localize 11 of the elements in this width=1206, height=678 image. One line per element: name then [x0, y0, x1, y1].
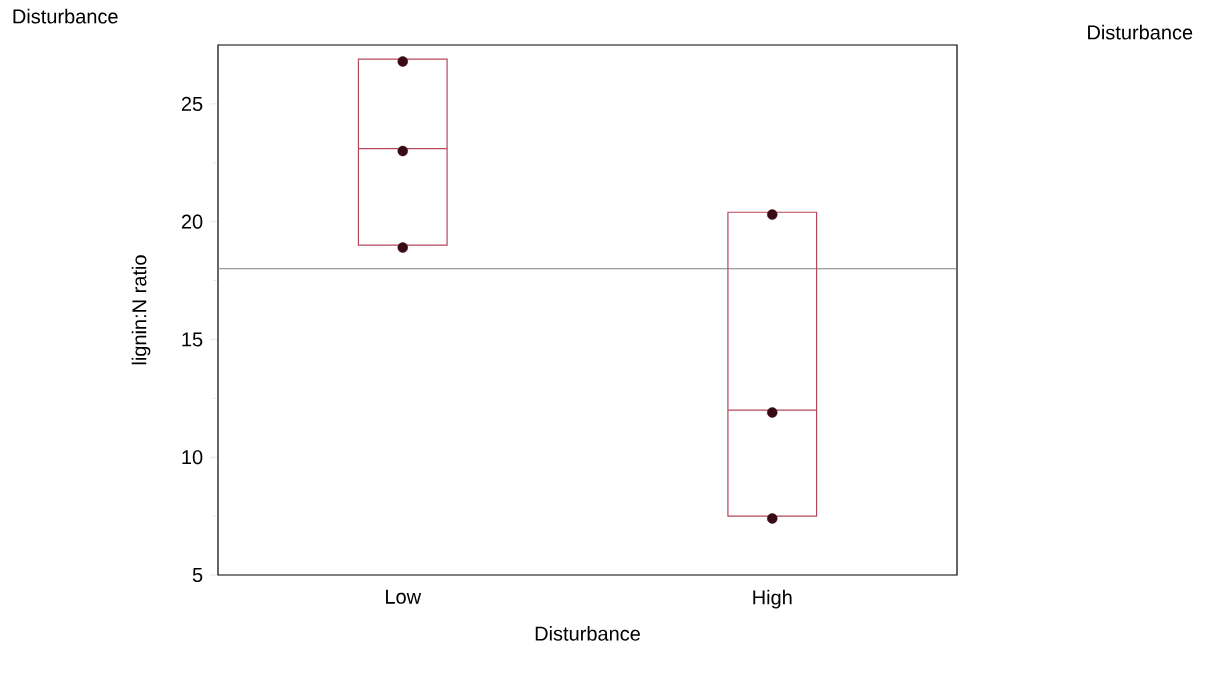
x-tick-label: High: [753, 589, 792, 609]
y-tick-label: 10: [182, 450, 203, 465]
y-tick-label: 15: [182, 332, 203, 347]
text: Disturbance: [13, 8, 118, 24]
text: Disturbance: [1088, 24, 1193, 40]
y-tick-label: 20: [181, 214, 203, 229]
y-tick-label: 5: [192, 568, 203, 582]
x-tick-label: Low: [386, 589, 422, 604]
x-axis-title: Disturbance: [535, 626, 640, 641]
y-axis-title: lignin:N ratio: [131, 255, 151, 365]
y-tick-label: 25: [181, 96, 203, 111]
